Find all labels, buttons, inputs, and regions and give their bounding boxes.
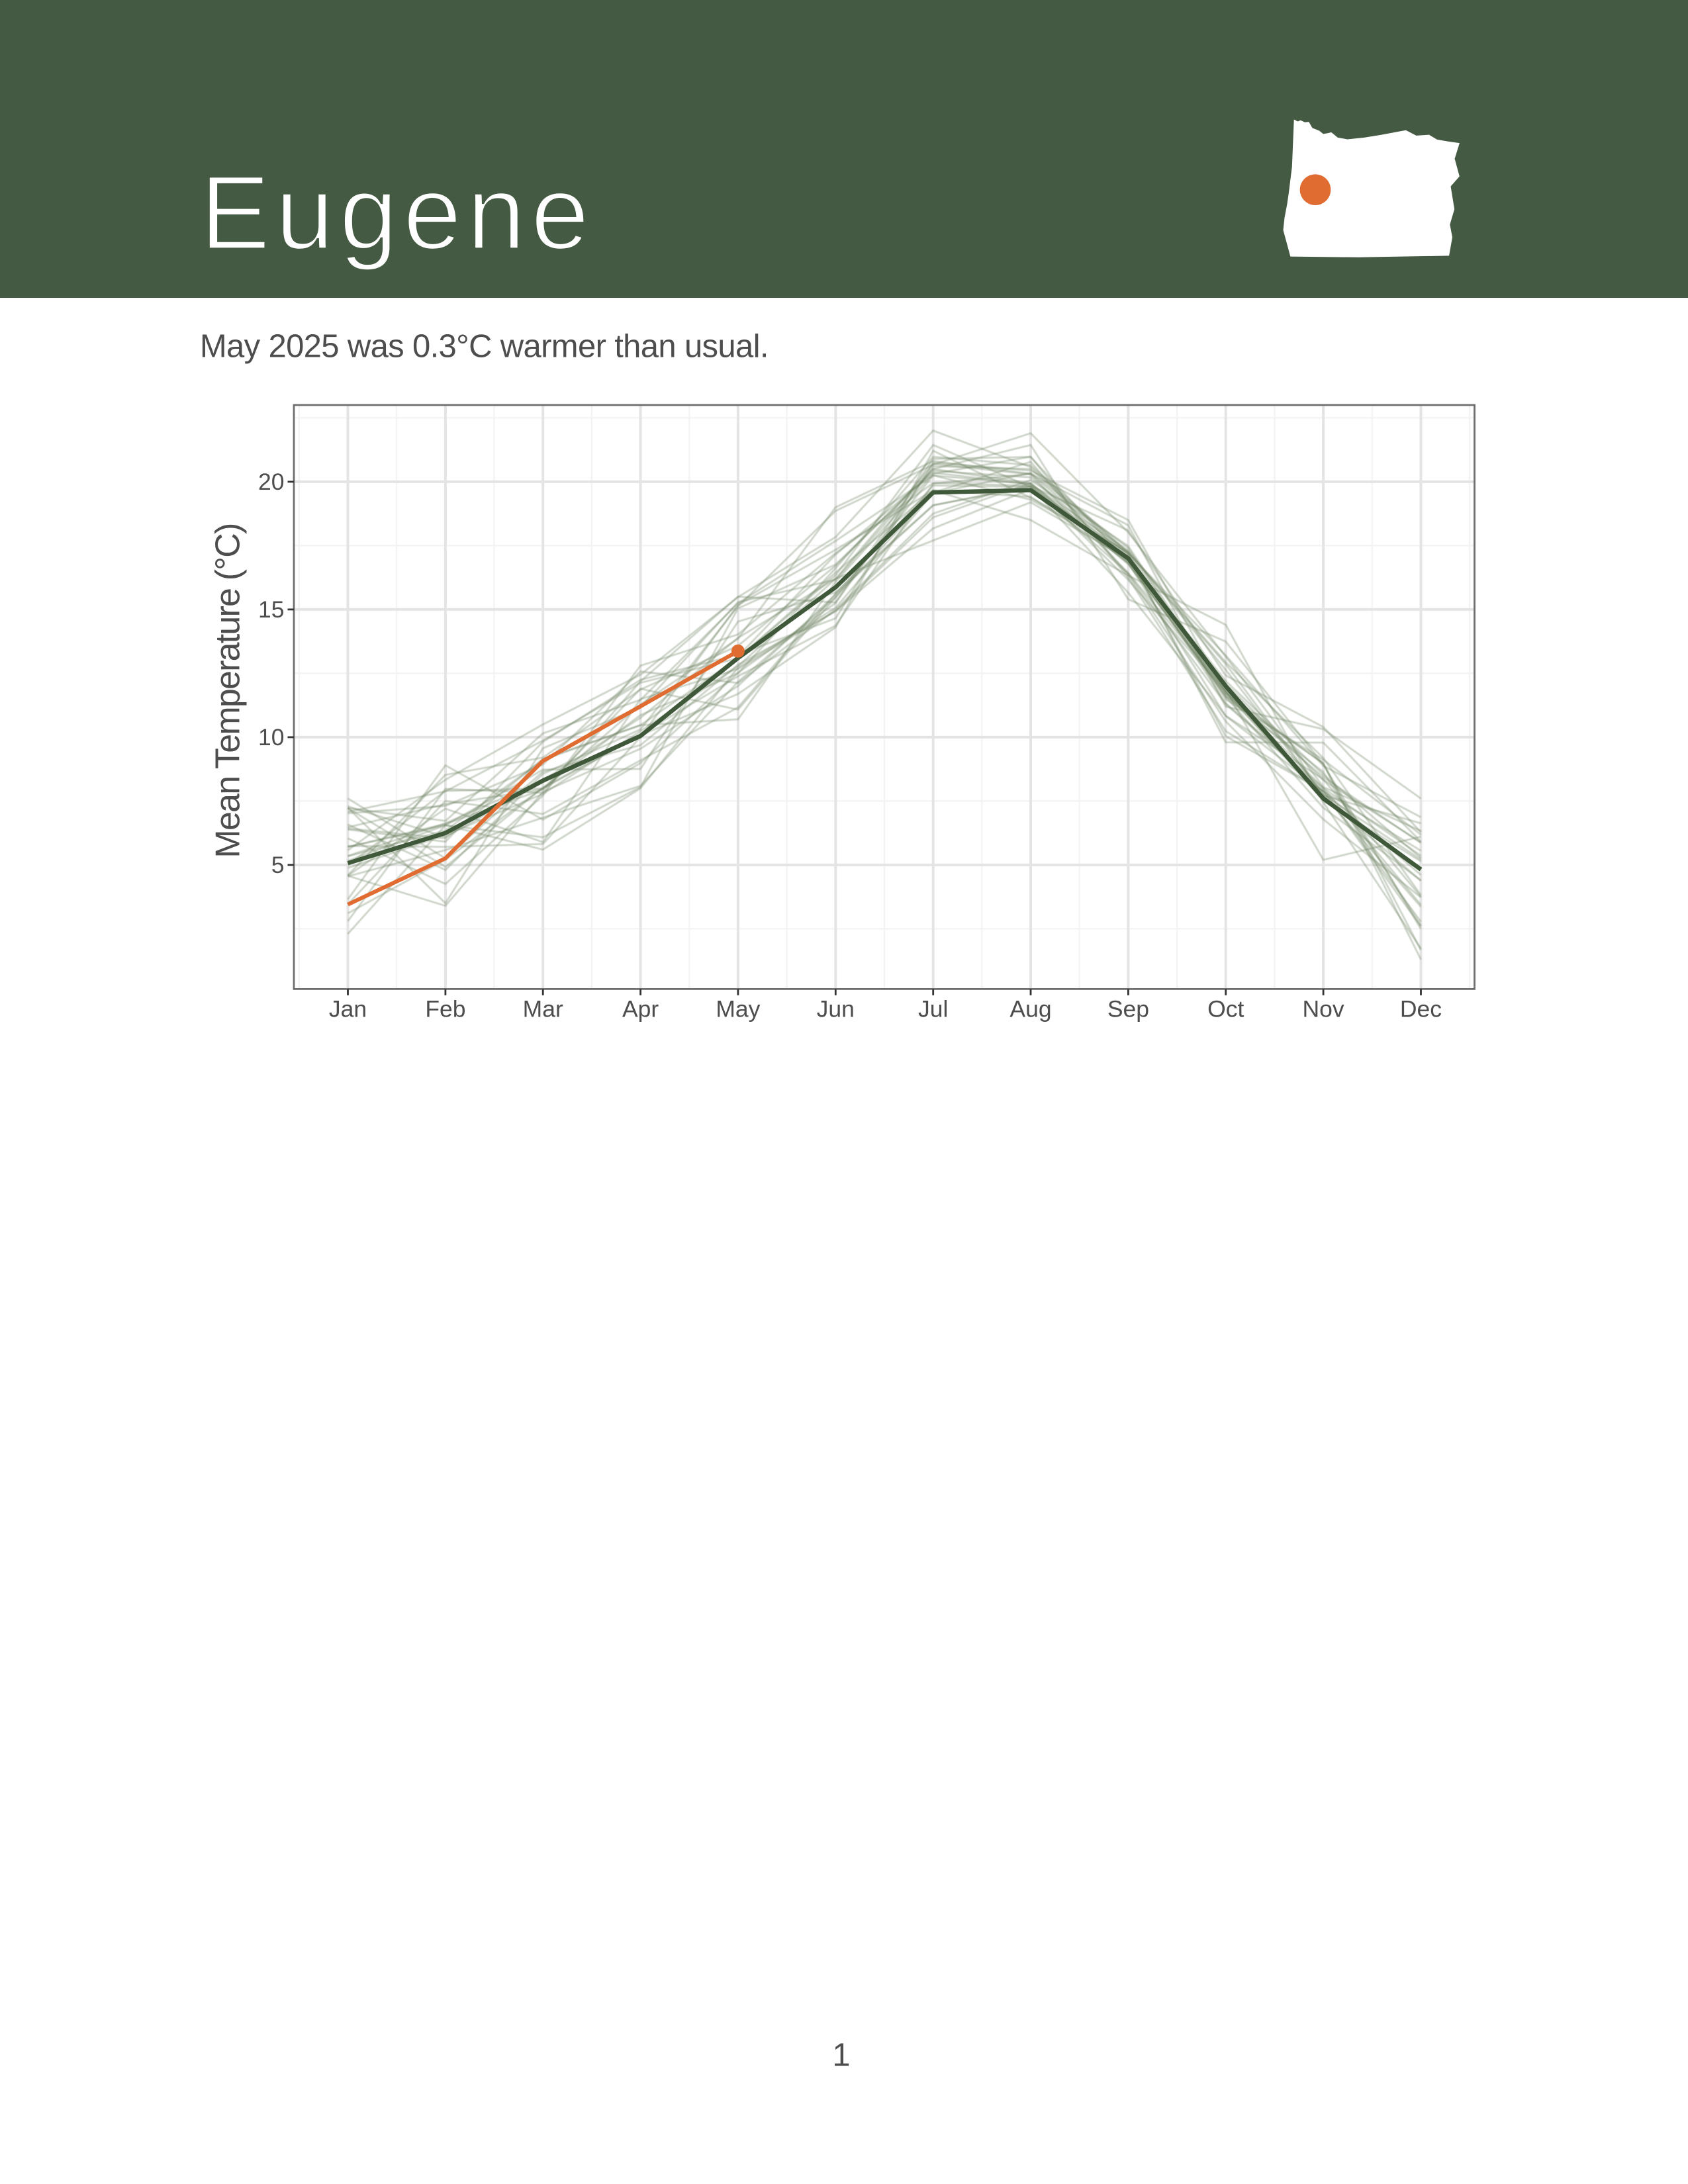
svg-text:15: 15	[258, 596, 285, 623]
svg-text:Jun: Jun	[817, 996, 855, 1023]
svg-text:Oct: Oct	[1207, 996, 1244, 1023]
svg-text:Jul: Jul	[918, 996, 948, 1023]
svg-text:Eugene: Eugene	[200, 154, 594, 271]
svg-text:1: 1	[832, 2037, 850, 2073]
svg-text:20: 20	[258, 469, 285, 495]
svg-text:Nov: Nov	[1303, 996, 1344, 1023]
svg-text:May 2025 was 0.3°C warmer than: May 2025 was 0.3°C warmer than usual.	[200, 329, 769, 365]
svg-text:10: 10	[258, 724, 285, 751]
svg-text:Aug: Aug	[1009, 996, 1051, 1023]
svg-text:Feb: Feb	[425, 996, 465, 1023]
svg-text:Apr: Apr	[622, 996, 659, 1023]
svg-text:Mar: Mar	[523, 996, 563, 1023]
svg-text:May: May	[716, 996, 760, 1023]
svg-text:Mean Temperature (°C): Mean Temperature (°C)	[209, 523, 248, 858]
svg-text:Sep: Sep	[1107, 996, 1149, 1023]
svg-text:Dec: Dec	[1400, 996, 1442, 1023]
svg-text:5: 5	[271, 852, 285, 878]
svg-text:Jan: Jan	[329, 996, 367, 1023]
